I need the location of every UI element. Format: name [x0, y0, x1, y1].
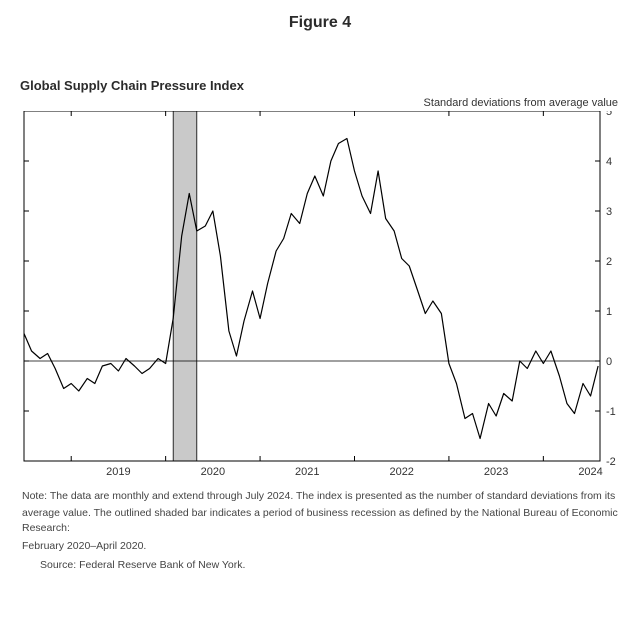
y-tick-label: 4 [606, 156, 612, 168]
figure-number: Figure 4 [10, 14, 630, 32]
y-tick-label: 2 [606, 256, 612, 268]
y-tick-label: -1 [606, 406, 616, 418]
x-tick-label: 2021 [295, 466, 319, 478]
y-tick-label: 0 [606, 356, 612, 368]
x-tick-label: 2019 [106, 466, 130, 478]
x-tick-label: 2023 [484, 466, 508, 478]
y-tick-label: 3 [606, 206, 612, 218]
note-line: February 2020–April 2020. [22, 539, 618, 554]
chart-title: Global Supply Chain Pressure Index [20, 78, 630, 93]
x-tick-label: 2020 [201, 466, 225, 478]
y-tick-label: 1 [606, 306, 612, 318]
x-tick-label: 2022 [389, 466, 413, 478]
line-chart: -2 -1 0 1 2 3 4 5 2019 2020 2021 2022 2023 2024 [20, 111, 630, 481]
note-line: average value. The outlined shaded bar i… [22, 506, 618, 536]
y-tick-label: 5 [606, 111, 612, 118]
plot-bg [20, 111, 630, 481]
x-tick-label: 2024 [578, 466, 602, 478]
source-line: Source: Federal Reserve Bank of New York… [40, 558, 618, 573]
y-tick-label: -2 [606, 456, 616, 468]
note-line: Note: The data are monthly and extend th… [22, 489, 618, 504]
figure-note: Note: The data are monthly and extend th… [22, 489, 618, 573]
y-axis-caption: Standard deviations from average value [10, 97, 618, 109]
figure-page: Figure 4 Global Supply Chain Pressure In… [0, 0, 640, 636]
